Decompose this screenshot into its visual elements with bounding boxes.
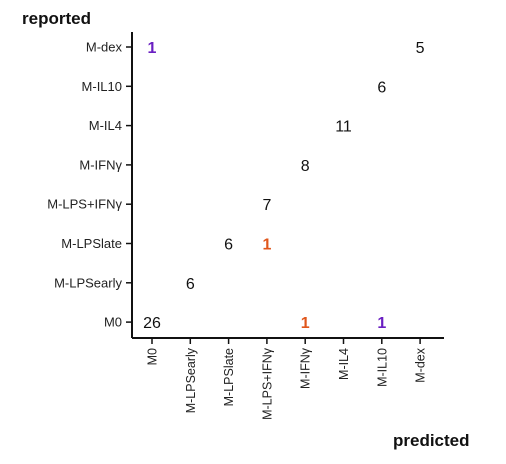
y-ticks [126, 46, 132, 323]
cell-m-lps-plus-ifng-m-lps-plus-ifng: 7 [262, 197, 271, 214]
x-tick-label-m-il4: M-IL4 [337, 348, 351, 380]
x-tick-label-m-dex: M-dex [414, 347, 428, 382]
cell-m-ifng-m-ifng: 8 [301, 158, 310, 175]
y-tick-label-m-lpsearly: M-LPSearly [54, 275, 122, 290]
y-tick-label-m-dex: M-dex [86, 40, 123, 55]
cell-m0-m0: 26 [143, 315, 161, 332]
cell-m-il10-m-il10: 6 [377, 79, 386, 96]
x-tick-label-m-lpsearly: M-LPSearly [184, 347, 198, 413]
y-tick-label-m-ifng: M-IFNγ [79, 157, 122, 172]
cell-m-il4-m-il4: 11 [335, 119, 352, 136]
y-tick-label-m0: M0 [104, 315, 122, 330]
x-tick-label-m-lps-plus-ifng: M-LPS+IFNγ [260, 347, 274, 420]
x-tick-label-m0: M0 [146, 348, 160, 365]
y-tick-label-m-lpslate: M-LPSlate [61, 236, 122, 251]
x-tick-labels: M0 M-LPSearly M-LPSlate M-LPS+IFNγ M-IFNγ M-I… [146, 347, 428, 420]
y-axis-title: reported [22, 9, 91, 28]
cell-m0-m-il10: 1 [377, 315, 386, 332]
y-tick-labels: M-dex M-IL10 M-IL4 M-IFNγ M-LPS+IFNγ M-LPSlat… [47, 40, 122, 330]
cell-m-lpsearly-m-lpsearly: 6 [186, 276, 195, 293]
x-tick-label-m-ifng: M-IFNγ [299, 347, 313, 389]
cell-m-lpslate-m-lps-plus-ifng: 1 [262, 237, 271, 254]
y-tick-label-m-il10: M-IL10 [82, 79, 122, 94]
cell-m0-m-ifng: 1 [301, 315, 310, 332]
y-tick-label-m-il4: M-IL4 [89, 118, 122, 133]
cell-m-lpslate-m-lpslate: 6 [224, 237, 233, 254]
cell-m-dex-m-dex: 5 [416, 40, 425, 57]
y-tick-label-m-lps-plus-ifng: M-LPS+IFNγ [47, 197, 122, 212]
cell-m-dex-m0: 1 [148, 40, 157, 57]
x-ticks [151, 338, 421, 344]
x-tick-label-m-lpslate: M-LPSlate [222, 348, 236, 406]
x-tick-label-m-il10: M-IL10 [375, 348, 389, 387]
x-axis-title: predicted [393, 431, 470, 450]
